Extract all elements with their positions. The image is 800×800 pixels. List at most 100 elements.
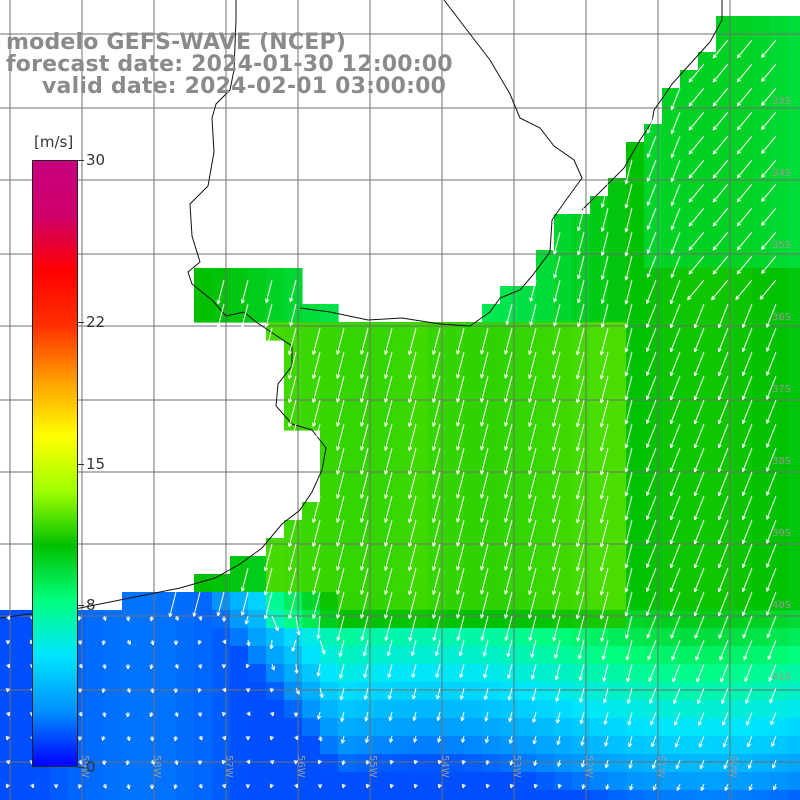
wind-vector-arrow xyxy=(604,759,609,769)
wind-vector-arrow xyxy=(602,687,609,704)
wind-speed-cell xyxy=(338,682,357,701)
wind-speed-cell xyxy=(662,592,681,611)
wind-speed-cell xyxy=(734,250,753,269)
wind-vector-arrow xyxy=(766,399,777,424)
wind-speed-cell xyxy=(464,538,483,557)
wind-speed-cell xyxy=(212,268,231,287)
wind-vector-arrow xyxy=(624,279,633,305)
wind-speed-cell xyxy=(338,754,357,773)
wind-speed-cell xyxy=(554,592,573,611)
wind-vector-arrow xyxy=(338,639,345,657)
wind-speed-cell xyxy=(446,412,465,431)
wind-speed-cell xyxy=(194,286,213,305)
wind-speed-cell xyxy=(176,718,195,737)
wind-speed-cell xyxy=(140,592,159,611)
wind-speed-cell xyxy=(266,736,285,755)
wind-vector-arrow xyxy=(386,639,393,657)
wind-vector-arrow xyxy=(407,447,417,475)
wind-speed-cell xyxy=(626,412,645,431)
wind-vector-arrow xyxy=(383,447,393,475)
wind-vector-arrow xyxy=(669,567,681,593)
wind-vector-arrow xyxy=(551,351,561,379)
wind-speed-cell xyxy=(266,664,285,683)
wind-vector-arrow xyxy=(669,399,681,425)
wind-vector-arrow xyxy=(669,351,681,377)
wind-speed-cell xyxy=(680,484,699,503)
wind-speed-cell xyxy=(608,772,627,791)
wind-vector-arrow xyxy=(741,375,753,401)
wind-speed-cell xyxy=(734,700,753,719)
wind-speed-cell xyxy=(86,772,105,791)
wind-speed-cell xyxy=(446,358,465,377)
wind-vector-arrow xyxy=(599,447,609,476)
wind-vector-arrow xyxy=(365,783,370,789)
wind-vector-arrow xyxy=(431,591,441,619)
wind-vector-arrow xyxy=(575,327,585,356)
wind-speed-cell xyxy=(518,412,537,431)
wind-vector-arrow xyxy=(746,735,753,748)
wind-speed-cell xyxy=(536,430,555,449)
wind-speed-cell xyxy=(554,268,573,287)
wind-speed-cell xyxy=(464,340,483,359)
wind-speed-cell xyxy=(374,736,393,755)
wind-vector-arrow xyxy=(599,543,609,572)
wind-vector-arrow xyxy=(319,639,326,655)
wind-speed-cell xyxy=(608,736,627,755)
wind-speed-cell xyxy=(752,106,771,125)
wind-speed-cell xyxy=(590,268,609,287)
wind-vector-arrow xyxy=(600,231,609,256)
wind-vector-arrow xyxy=(53,783,59,789)
wind-speed-cell xyxy=(518,466,537,485)
wind-speed-cell xyxy=(734,376,753,395)
wind-vectors xyxy=(5,39,777,792)
wind-vector-arrow xyxy=(761,255,777,274)
wind-speed-cell xyxy=(302,322,321,341)
wind-vector-arrow xyxy=(576,615,585,642)
wind-vector-arrow xyxy=(769,687,777,704)
wind-speed-cell xyxy=(392,358,411,377)
wind-vector-arrow xyxy=(600,615,609,642)
wind-vector-arrow xyxy=(697,687,705,705)
wind-speed-cell xyxy=(644,520,663,539)
wind-speed-cell xyxy=(518,574,537,593)
wind-speed-cell xyxy=(770,682,789,701)
wind-speed-cell xyxy=(302,700,321,719)
wind-speed-cell xyxy=(482,754,501,773)
wind-vector-arrow xyxy=(575,447,585,476)
wind-vector-arrow xyxy=(648,663,657,682)
wind-vector-arrow xyxy=(503,471,513,499)
wind-vector-arrow xyxy=(78,759,83,765)
wind-vector-arrow xyxy=(712,63,729,83)
colorbar-tick-mark xyxy=(78,463,84,465)
wind-vector-arrow xyxy=(748,783,753,791)
wind-speed-cell xyxy=(752,322,771,341)
wind-speed-cell xyxy=(770,142,789,161)
wind-vector-arrow xyxy=(669,543,681,569)
wind-speed-cell xyxy=(734,772,753,791)
wind-speed-cell xyxy=(554,556,573,575)
wind-speed-cell xyxy=(644,232,663,251)
wind-vector-arrow xyxy=(506,639,513,658)
wind-speed-cell xyxy=(734,790,753,800)
wind-vector-arrow xyxy=(712,183,729,203)
wind-speed-cell xyxy=(338,412,357,431)
wind-vector-arrow xyxy=(555,687,561,702)
wind-vector-arrow xyxy=(480,591,489,619)
wind-speed-cell xyxy=(680,196,699,215)
wind-vector-arrow xyxy=(670,135,681,159)
wind-speed-cell xyxy=(248,700,267,719)
wind-speed-cell xyxy=(734,214,753,233)
wind-vector-arrow xyxy=(359,327,369,355)
wind-speed-cell xyxy=(266,718,285,737)
wind-vector-arrow xyxy=(645,567,657,592)
wind-vector-arrow xyxy=(553,303,561,327)
wind-speed-cell xyxy=(410,700,429,719)
wind-speed-cell xyxy=(464,736,483,755)
wind-speed-cell xyxy=(608,556,627,575)
wind-speed-cell xyxy=(770,16,789,35)
wind-vector-arrow xyxy=(599,375,609,404)
wind-speed-cell xyxy=(284,736,303,755)
wind-speed-cell xyxy=(392,754,411,773)
wind-speed-cell xyxy=(284,556,303,575)
wind-speed-cell xyxy=(194,772,213,791)
